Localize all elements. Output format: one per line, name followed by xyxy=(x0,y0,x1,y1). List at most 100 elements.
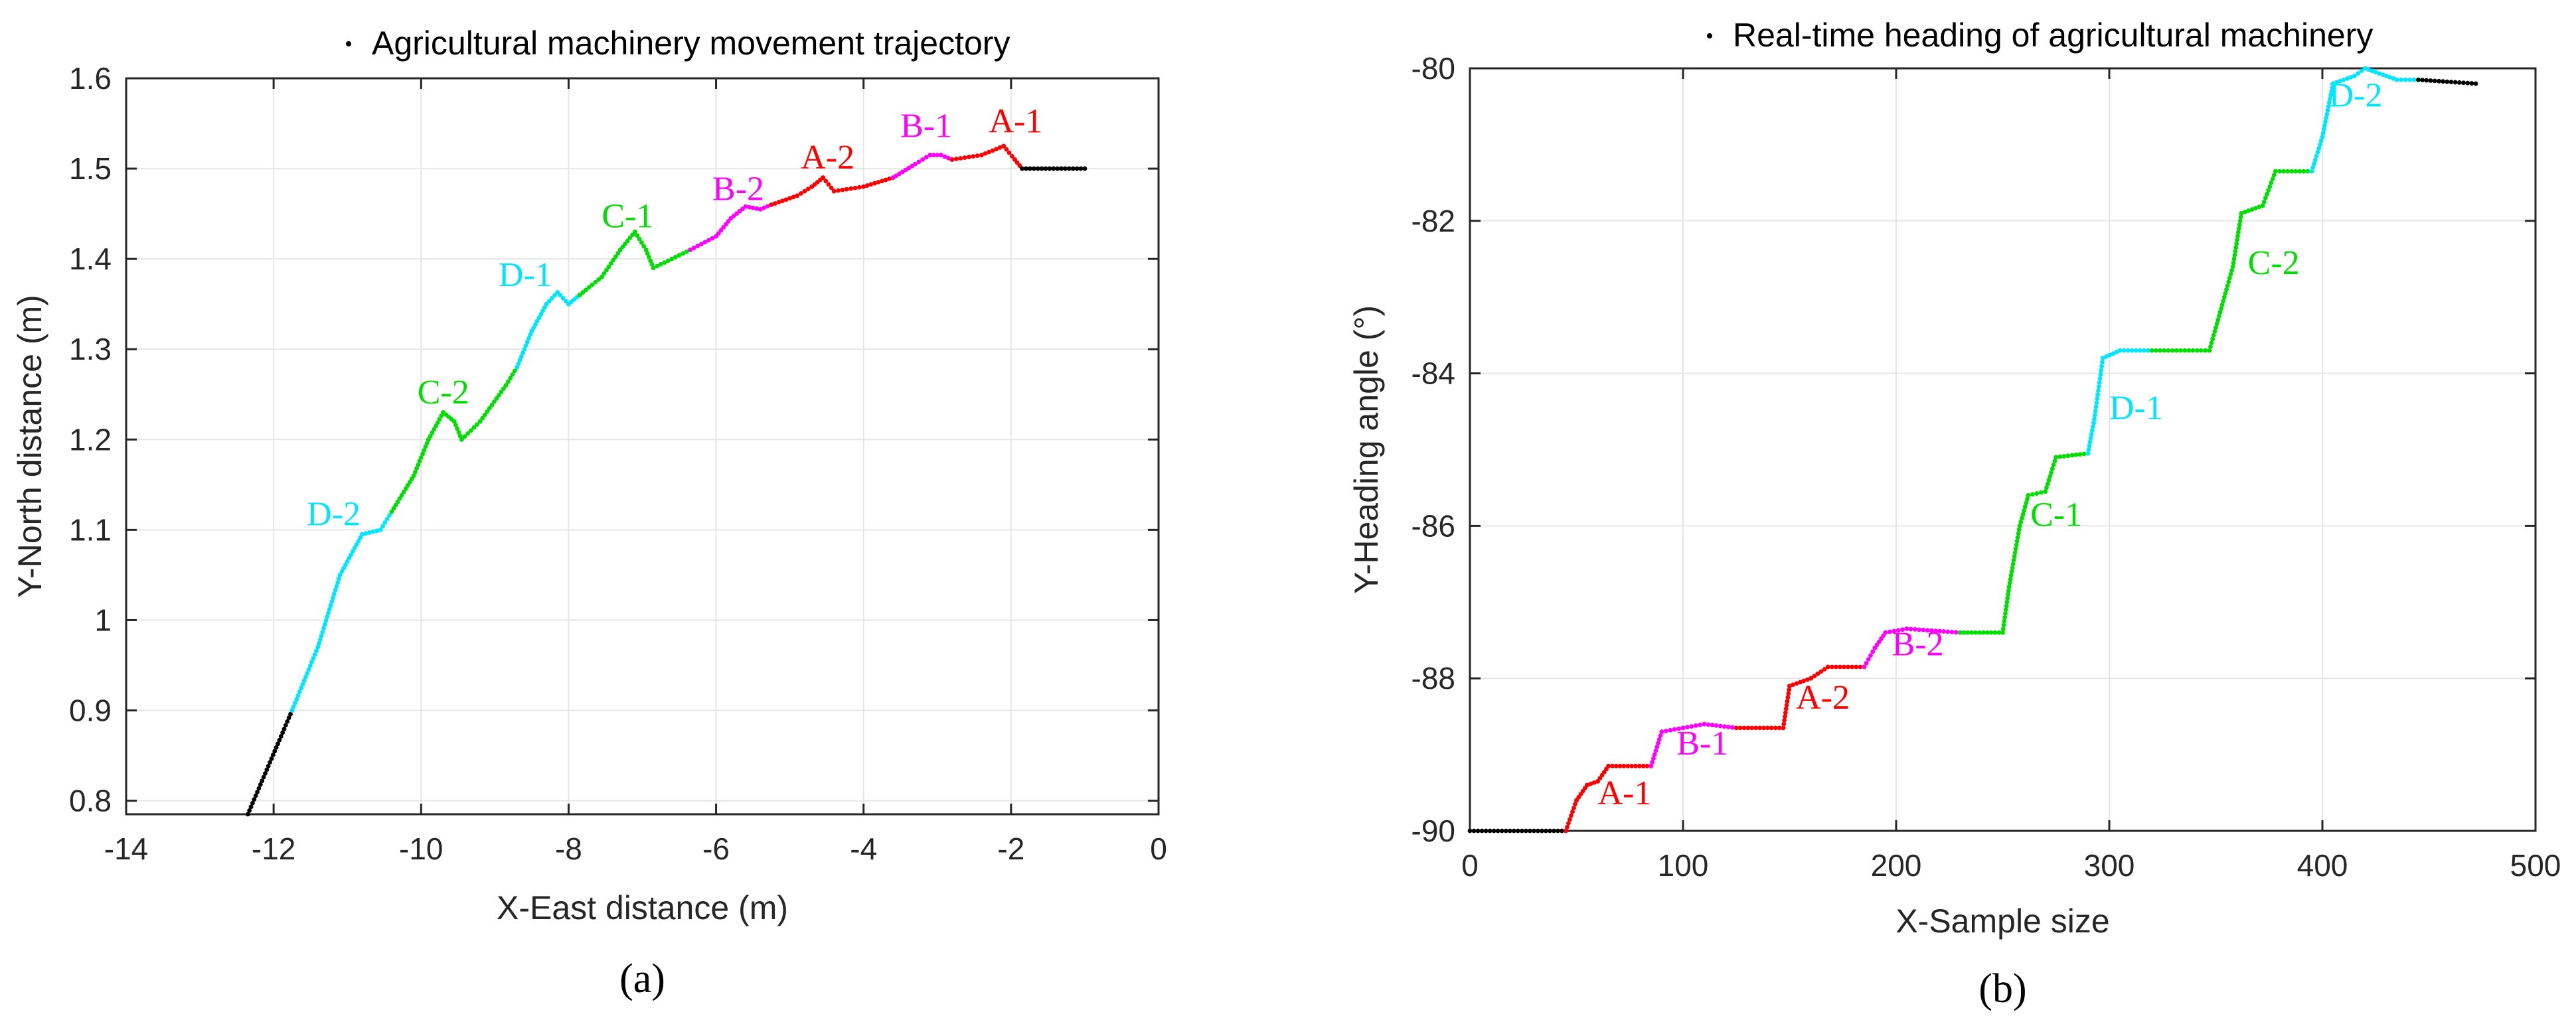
data-point xyxy=(264,767,270,772)
data-point xyxy=(971,154,976,159)
data-point xyxy=(291,704,296,709)
data-point xyxy=(301,678,307,684)
data-point xyxy=(560,295,566,301)
data-point xyxy=(747,204,752,210)
data-point xyxy=(2005,596,2010,601)
data-point xyxy=(1977,630,1982,635)
data-point xyxy=(651,265,656,271)
data-point xyxy=(1921,627,1926,632)
data-point xyxy=(1749,725,1755,731)
data-point xyxy=(534,319,540,324)
data-point xyxy=(1656,741,1660,746)
data-point xyxy=(2052,459,2057,464)
data-point xyxy=(351,549,355,554)
data-point xyxy=(990,148,995,153)
data-point xyxy=(997,145,1003,150)
data-point xyxy=(1825,664,1830,670)
x-tick-label: -8 xyxy=(555,832,582,866)
data-point xyxy=(1039,166,1044,171)
data-point xyxy=(2008,577,2013,582)
data-point xyxy=(1515,828,1520,834)
data-point xyxy=(669,256,675,261)
data-point xyxy=(2237,218,2243,224)
data-point xyxy=(1785,699,1790,704)
data-point xyxy=(380,524,385,529)
data-point xyxy=(2456,80,2462,85)
data-point xyxy=(946,155,951,161)
data-point xyxy=(1539,828,1544,834)
segment-label: A-1 xyxy=(1598,774,1652,812)
data-point xyxy=(615,251,621,256)
data-point xyxy=(2090,424,2095,429)
data-point xyxy=(1904,626,1909,631)
data-point xyxy=(329,599,335,604)
data-point xyxy=(274,745,279,750)
data-point xyxy=(604,267,609,273)
data-point xyxy=(1570,809,1575,814)
data-point xyxy=(297,689,302,694)
data-point xyxy=(1818,669,1824,674)
data-point xyxy=(2223,291,2228,296)
data-point xyxy=(2216,314,2221,319)
data-point xyxy=(2380,72,2385,77)
data-point xyxy=(1547,828,1552,834)
panel-label: (a) xyxy=(619,956,665,1001)
data-point xyxy=(1645,763,1650,768)
data-point xyxy=(2211,332,2216,338)
data-point xyxy=(2010,561,2016,567)
data-point xyxy=(2100,356,2105,361)
data-point xyxy=(577,293,582,297)
data-point xyxy=(418,455,424,460)
data-point xyxy=(352,545,357,550)
data-point xyxy=(2009,569,2014,574)
data-point xyxy=(2383,74,2389,78)
data-point xyxy=(979,153,984,158)
data-point xyxy=(1565,824,1570,830)
data-point xyxy=(2203,348,2208,353)
data-point xyxy=(546,299,552,304)
data-point xyxy=(887,176,892,181)
data-point xyxy=(2326,100,2332,106)
data-point xyxy=(2356,71,2360,76)
data-point xyxy=(531,325,536,330)
data-point xyxy=(750,205,756,210)
segment-label: C-2 xyxy=(418,374,469,411)
x-tick-label: -10 xyxy=(399,832,443,866)
segment-label: B-2 xyxy=(712,171,764,208)
data-point xyxy=(1953,630,1959,635)
data-point xyxy=(743,204,748,209)
data-point xyxy=(347,555,352,561)
data-point xyxy=(1957,630,1963,635)
data-point xyxy=(510,372,515,377)
data-point xyxy=(468,428,473,433)
y-axis-label: Y-Heading angle (°) xyxy=(1348,305,1385,594)
data-point xyxy=(1588,781,1593,786)
data-point xyxy=(1784,703,1789,707)
data-point xyxy=(1782,717,1787,723)
data-point xyxy=(1693,723,1698,728)
x-tick-label: 500 xyxy=(2510,848,2561,883)
data-point xyxy=(2424,78,2429,83)
data-point xyxy=(1653,748,1658,753)
data-point xyxy=(299,686,304,691)
data-point xyxy=(2359,68,2364,74)
data-point xyxy=(2239,210,2244,216)
data-point xyxy=(798,191,803,196)
data-point xyxy=(384,516,390,522)
data-point xyxy=(2004,603,2009,609)
data-point xyxy=(864,183,870,188)
data-point xyxy=(2271,173,2277,178)
data-point xyxy=(517,358,523,362)
x-tick-label: -12 xyxy=(252,832,295,866)
data-point xyxy=(2014,538,2020,544)
data-point xyxy=(2096,384,2101,389)
data-point xyxy=(2208,344,2213,349)
data-point xyxy=(405,483,410,488)
data-point xyxy=(880,179,884,184)
data-point xyxy=(538,312,544,317)
data-point xyxy=(2234,241,2239,246)
data-point xyxy=(317,641,321,646)
data-point xyxy=(1854,664,1859,670)
data-point xyxy=(627,235,633,240)
data-point xyxy=(2016,531,2021,536)
